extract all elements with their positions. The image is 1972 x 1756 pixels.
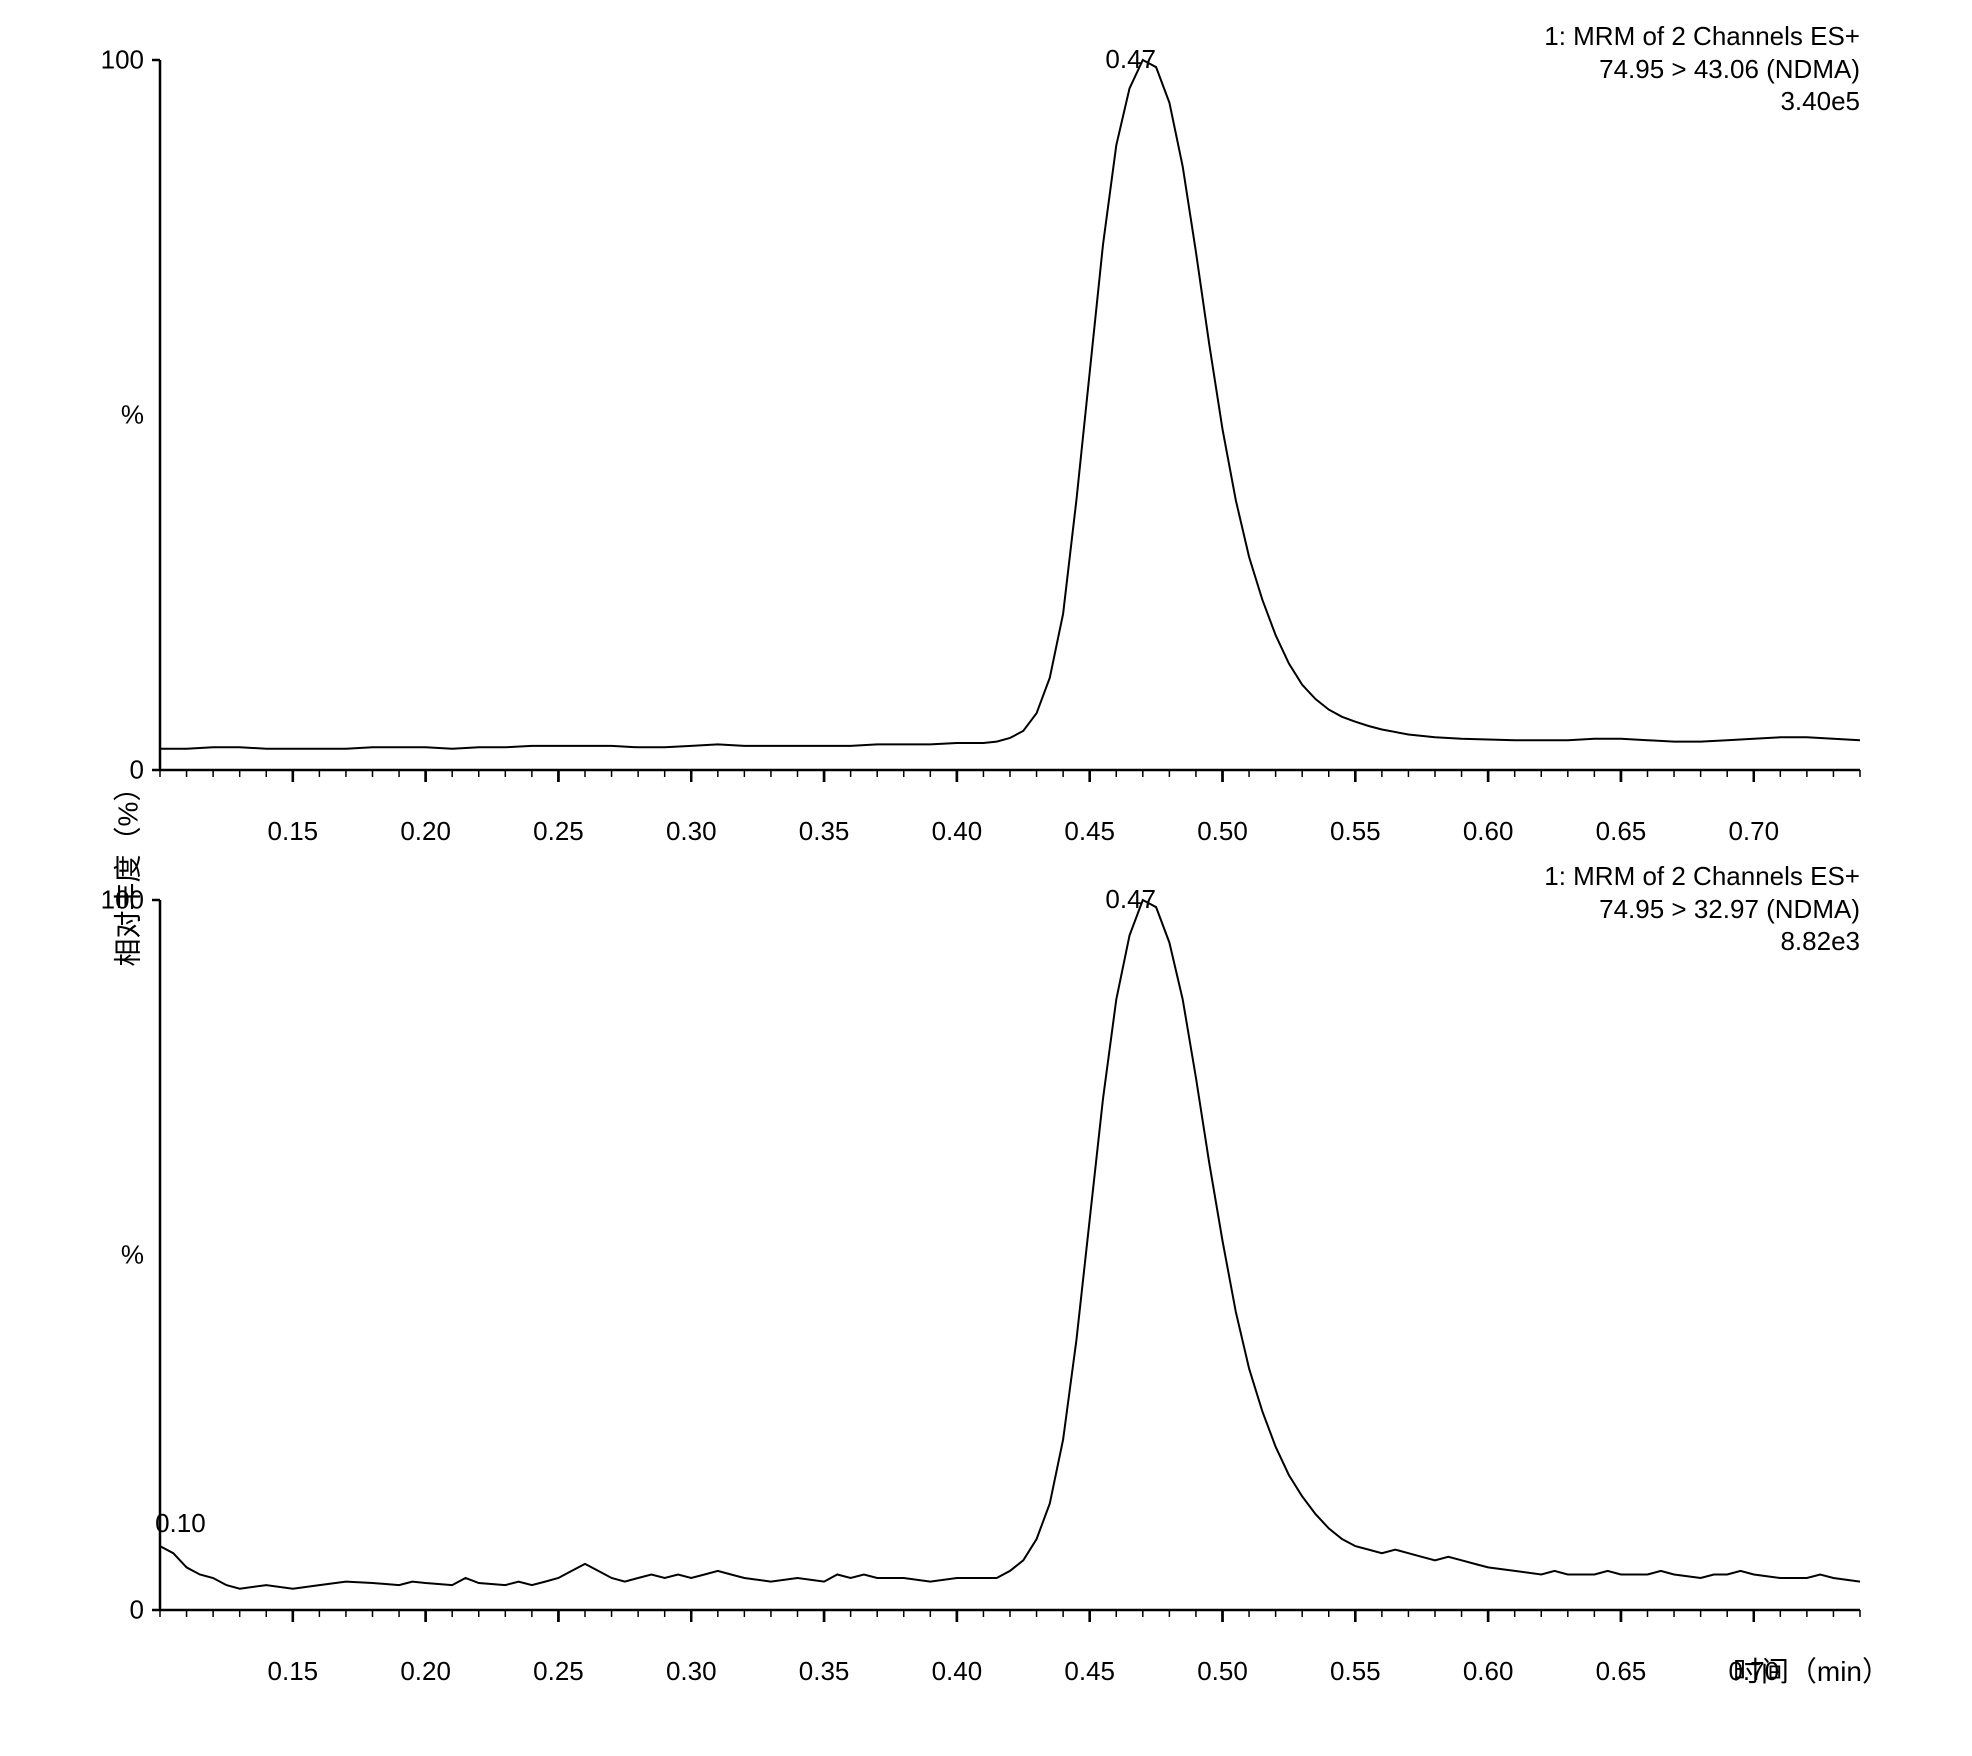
y-mid-label: % xyxy=(121,400,144,431)
x-tick-label: 0.15 xyxy=(268,816,319,847)
header-line: 74.95 > 32.97 (NDMA) xyxy=(1544,893,1860,926)
x-tick-label: 0.50 xyxy=(1197,1656,1248,1687)
chromatogram-panel-top: 1: MRM of 2 Channels ES+ 74.95 > 43.06 (… xyxy=(150,20,1870,810)
x-tick-label: 0.30 xyxy=(666,816,717,847)
x-tick-label: 0.20 xyxy=(400,816,451,847)
x-tick-label: 0.65 xyxy=(1596,1656,1647,1687)
x-tick-label: 0.65 xyxy=(1596,816,1647,847)
panel-header-bottom: 1: MRM of 2 Channels ES+ 74.95 > 32.97 (… xyxy=(1544,860,1860,958)
x-tick-label: 0.70 xyxy=(1728,816,1779,847)
chart-svg-bottom xyxy=(150,860,1870,1650)
peak-label: 0.47 xyxy=(1105,884,1156,915)
x-tick-label: 0.20 xyxy=(400,1656,451,1687)
x-tick-label: 0.50 xyxy=(1197,816,1248,847)
x-tick-label: 0.40 xyxy=(932,1656,983,1687)
x-tick-label: 0.55 xyxy=(1330,816,1381,847)
x-tick-label: 0.35 xyxy=(799,1656,850,1687)
header-line: 3.40e5 xyxy=(1544,85,1860,118)
header-line: 8.82e3 xyxy=(1544,925,1860,958)
chart-svg-top xyxy=(150,20,1870,810)
peak-label-secondary: 0.10 xyxy=(155,1508,206,1539)
x-tick-label: 0.35 xyxy=(799,816,850,847)
panel-header-top: 1: MRM of 2 Channels ES+ 74.95 > 43.06 (… xyxy=(1544,20,1860,118)
y-tick-label: 100 xyxy=(101,885,144,916)
y-axis-label: 相对丰度（%） xyxy=(106,774,146,967)
chromatogram-panel-bottom: 1: MRM of 2 Channels ES+ 74.95 > 32.97 (… xyxy=(150,860,1870,1650)
y-tick-label: 0 xyxy=(130,755,144,786)
x-tick-label: 0.15 xyxy=(268,1656,319,1687)
x-tick-label: 0.60 xyxy=(1463,1656,1514,1687)
peak-label: 0.47 xyxy=(1105,44,1156,75)
x-tick-label: 0.30 xyxy=(666,1656,717,1687)
x-tick-label: 0.25 xyxy=(533,816,584,847)
x-tick-label: 0.40 xyxy=(932,816,983,847)
chromatogram-container: 相对丰度（%） 时间（min） 1: MRM of 2 Channels ES+… xyxy=(30,20,1930,1720)
header-line: 1: MRM of 2 Channels ES+ xyxy=(1544,20,1860,53)
x-tick-label: 0.45 xyxy=(1064,1656,1115,1687)
x-tick-label: 0.55 xyxy=(1330,1656,1381,1687)
y-tick-label: 100 xyxy=(101,45,144,76)
header-line: 1: MRM of 2 Channels ES+ xyxy=(1544,860,1860,893)
y-tick-label: 0 xyxy=(130,1595,144,1626)
x-tick-label: 0.60 xyxy=(1463,816,1514,847)
x-tick-label: 0.25 xyxy=(533,1656,584,1687)
x-tick-label: 0.70 xyxy=(1728,1656,1779,1687)
x-tick-label: 0.45 xyxy=(1064,816,1115,847)
header-line: 74.95 > 43.06 (NDMA) xyxy=(1544,53,1860,86)
y-mid-label: % xyxy=(121,1240,144,1271)
